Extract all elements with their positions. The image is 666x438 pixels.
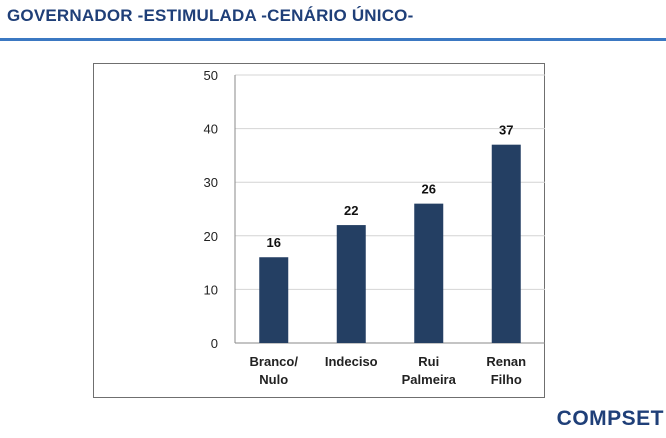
bar-value-label: 26: [422, 182, 436, 197]
y-tick-label: 40: [204, 122, 218, 137]
bar: [491, 144, 521, 343]
x-category-label: Indeciso: [325, 354, 378, 369]
x-category-label-line: Filho: [491, 372, 522, 387]
bar-value-label: 37: [499, 123, 513, 138]
x-category-label-line: Renan: [486, 354, 526, 369]
y-tick-label: 20: [204, 229, 218, 244]
compset-logo-text: COMPSET: [556, 407, 664, 430]
x-category-label-line: Nulo: [259, 372, 288, 387]
y-tick-label: 30: [204, 175, 218, 190]
x-category-label: Branco/Nulo: [250, 354, 299, 387]
x-category-label: Renan Filho: [486, 354, 526, 387]
slide-title: GOVERNADOR -ESTIMULADA -CENÁRIO ÚNICO-: [7, 6, 414, 25]
bar: [336, 225, 366, 343]
bar-value-label: 22: [344, 203, 358, 218]
y-tick-label: 50: [204, 68, 218, 83]
x-category-label: Rui Palmeira: [402, 354, 457, 387]
x-category-label-line: Rui: [418, 354, 439, 369]
x-category-label-line: Indeciso: [325, 354, 378, 369]
bar-value-label: 16: [267, 235, 281, 250]
y-tick-label: 10: [204, 282, 218, 297]
x-category-label-line: Palmeira: [402, 372, 457, 387]
bar: [259, 257, 289, 343]
bar: [414, 203, 444, 343]
x-category-label-line: Branco/: [250, 354, 299, 369]
title-divider: [0, 38, 666, 41]
y-tick-label: 0: [211, 336, 218, 351]
bar-chart: 0 10 20 30 40 50 16 Branco/Nulo 22 Indeciso 26 Rui P…: [93, 63, 545, 398]
bar-chart-svg: 0 10 20 30 40 50 16 Branco/Nulo 22 Indeciso 26 Rui P…: [204, 68, 545, 387]
